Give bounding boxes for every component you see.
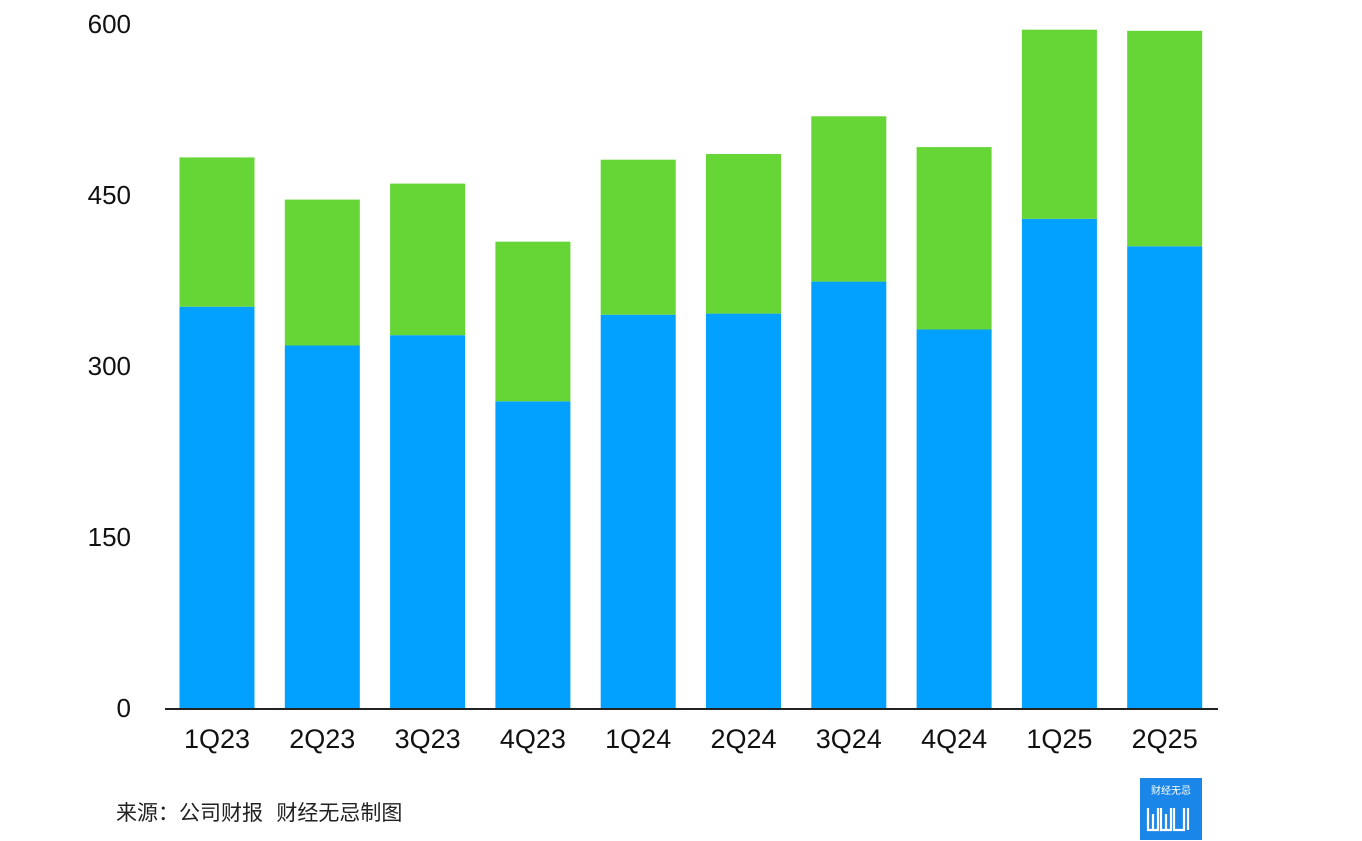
bar-segment-1-1Q25 — [1021, 29, 1097, 219]
x-tick-label: 1Q24 — [605, 724, 671, 754]
bar-segment-0-4Q23 — [495, 401, 571, 708]
y-tick-label: 450 — [88, 180, 131, 210]
wuji-logo-icon: 财经无忌 — [1140, 778, 1202, 840]
bar-segment-0-4Q24 — [916, 329, 992, 708]
x-tick-label: 4Q24 — [921, 724, 987, 754]
bar-segment-0-1Q24 — [600, 314, 676, 708]
bar-segment-1-2Q23 — [284, 199, 360, 346]
bar-segment-0-2Q25 — [1127, 246, 1203, 709]
bar-segment-1-2Q24 — [706, 154, 781, 314]
bar-segment-1-1Q23 — [179, 157, 255, 307]
bar-segment-0-3Q23 — [390, 335, 466, 708]
x-tick-label: 2Q23 — [289, 724, 355, 754]
bars — [179, 29, 1203, 709]
bar-segment-1-4Q23 — [495, 241, 571, 402]
logo-text: 财经无忌 — [1151, 786, 1191, 797]
x-axis-labels: 1Q23 2Q23 3Q23 4Q23 1Q24 2Q24 3Q24 4Q24 1Q25 2Q25 — [184, 724, 1198, 754]
bar-segment-0-1Q23 — [179, 306, 255, 708]
bar-segment-1-2Q25 — [1127, 30, 1203, 247]
bar-segment-1-4Q24 — [916, 147, 992, 330]
bar-segment-0-2Q24 — [706, 313, 781, 708]
y-tick-label: 300 — [88, 351, 131, 381]
bar-segment-0-3Q24 — [811, 281, 887, 708]
x-tick-label: 3Q24 — [816, 724, 882, 754]
bar-segment-1-3Q24 — [811, 116, 887, 282]
x-tick-label: 2Q25 — [1132, 724, 1198, 754]
logo-mark — [1146, 808, 1190, 832]
x-tick-label: 2Q24 — [710, 724, 776, 754]
y-axis-ticks: 0 150 300 450 600 — [88, 9, 131, 723]
source-note: 来源：公司财报 财经无忌制图 — [116, 801, 403, 825]
x-tick-label: 4Q23 — [500, 724, 566, 754]
bar-segment-0-2Q23 — [284, 345, 360, 708]
y-tick-label: 150 — [88, 522, 131, 552]
bar-segment-1-1Q24 — [600, 159, 676, 315]
y-tick-label: 0 — [117, 693, 131, 723]
x-tick-label: 3Q23 — [395, 724, 461, 754]
x-tick-label: 1Q23 — [184, 724, 250, 754]
bar-segment-1-3Q23 — [390, 183, 466, 336]
y-tick-label: 600 — [88, 9, 131, 39]
bar-segment-0-1Q25 — [1021, 218, 1097, 708]
x-tick-label: 1Q25 — [1026, 724, 1092, 754]
